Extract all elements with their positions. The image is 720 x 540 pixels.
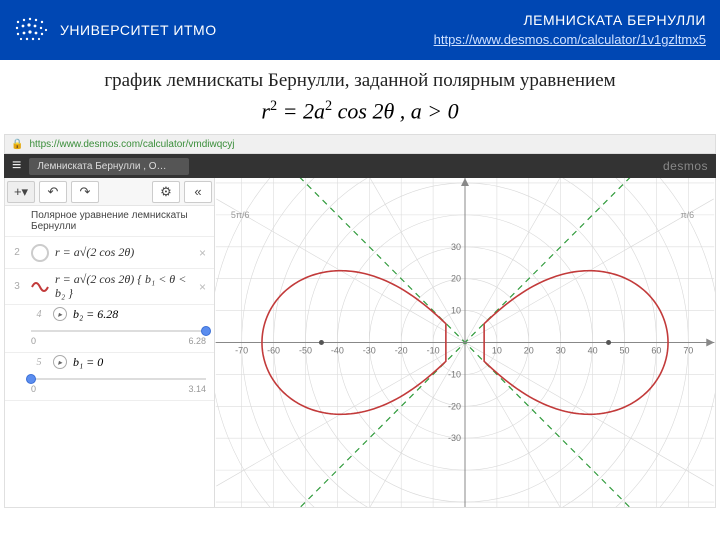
svg-text:30: 30 xyxy=(556,346,566,356)
svg-text:50: 50 xyxy=(620,346,630,356)
svg-text:10: 10 xyxy=(451,306,461,316)
slider-track[interactable] xyxy=(31,372,206,386)
close-icon[interactable]: × xyxy=(197,244,208,262)
svg-text:10: 10 xyxy=(492,346,502,356)
svg-text:-30: -30 xyxy=(448,434,461,444)
slider-label: b₁ = 0 xyxy=(73,355,103,370)
svg-text:20: 20 xyxy=(524,346,534,356)
svg-text:70: 70 xyxy=(683,346,693,356)
svg-text:-10: -10 xyxy=(427,346,440,356)
banner-right: ЛЕМНИСКАТА БЕРНУЛЛИ https://www.desmos.c… xyxy=(434,11,706,48)
collapse-panel-button[interactable]: « xyxy=(184,181,212,203)
slide-banner: УНИВЕРСИТЕТ ИТМО ЛЕМНИСКАТА БЕРНУЛЛИ htt… xyxy=(0,0,720,60)
workspace: +▾ ↶ ↷ ⚙ « Полярное уравнение лемнискаты… xyxy=(4,178,716,508)
settings-button[interactable]: ⚙ xyxy=(152,181,180,203)
curve-color-icon[interactable] xyxy=(31,278,49,296)
figure-caption: график лемнискаты Бернулли, заданной пол… xyxy=(0,70,720,92)
browser-url-bar[interactable]: 🔒 https://www.desmos.com/calculator/vmdi… xyxy=(4,134,716,154)
play-icon[interactable]: ▸ xyxy=(53,355,67,369)
svg-text:-70: -70 xyxy=(235,346,248,356)
desmos-tabbar: ≡ Лемниската Бернулли , О… desmos xyxy=(4,154,716,178)
svg-text:-60: -60 xyxy=(267,346,280,356)
url-text: https://www.desmos.com/calculator/vmdiwq… xyxy=(29,139,234,150)
svg-text:20: 20 xyxy=(451,274,461,284)
slider-label: b₂ = 6.28 xyxy=(73,307,118,322)
redo-button[interactable]: ↷ xyxy=(71,181,99,203)
expr-index: 3 xyxy=(9,281,25,292)
svg-text:30: 30 xyxy=(451,242,461,252)
expr-index: 4 xyxy=(31,309,47,320)
itmo-logo-icon xyxy=(14,16,50,44)
undo-button[interactable]: ↶ xyxy=(39,181,67,203)
svg-text:-20: -20 xyxy=(448,402,461,412)
expr-text[interactable]: r = a√(2 cos 2θ) { b₁ < θ < b₂ } xyxy=(55,273,191,299)
slider-track[interactable] xyxy=(31,324,206,338)
lock-icon: 🔒 xyxy=(11,139,23,150)
expr-text[interactable]: r = a√(2 cos 2θ) xyxy=(55,246,191,259)
slider-row[interactable]: 4▸b₂ = 6.2806.28 xyxy=(5,305,214,353)
expression-note[interactable]: Полярное уравнение лемнискаты Бернулли xyxy=(5,206,214,237)
svg-text:-50: -50 xyxy=(299,346,312,356)
graph-canvas[interactable]: -70 -60 -50 -40 -30 -20 -10 10 20 30 40 50 60 70 -30 -2… xyxy=(215,178,715,507)
expression-row[interactable]: 3 r = a√(2 cos 2θ) { b₁ < θ < b₂ } × xyxy=(5,269,214,304)
desmos-brand: desmos xyxy=(663,159,708,173)
svg-text:40: 40 xyxy=(588,346,598,356)
hamburger-icon[interactable]: ≡ xyxy=(12,157,21,175)
graph-title-tab[interactable]: Лемниската Бернулли , О… xyxy=(29,158,188,175)
slider-row[interactable]: 5▸b₁ = 003.14 xyxy=(5,353,214,401)
expression-row[interactable]: 2 r = a√(2 cos 2θ) × xyxy=(5,237,214,269)
brand-text: УНИВЕРСИТЕТ ИТМО xyxy=(60,22,217,38)
svg-text:-40: -40 xyxy=(331,346,344,356)
slide-topic: ЛЕМНИСКАТА БЕРНУЛЛИ xyxy=(434,11,706,29)
banner-left: УНИВЕРСИТЕТ ИТМО xyxy=(14,16,217,44)
curve-hidden-icon[interactable] xyxy=(31,244,49,262)
svg-text:-30: -30 xyxy=(363,346,376,356)
svg-text:π/6: π/6 xyxy=(681,210,695,220)
svg-text:-20: -20 xyxy=(395,346,408,356)
close-icon[interactable]: × xyxy=(197,278,208,296)
expr-toolbar: +▾ ↶ ↷ ⚙ « xyxy=(5,178,214,206)
svg-text:-10: -10 xyxy=(448,370,461,380)
desmos-link[interactable]: https://www.desmos.com/calculator/1v1gzl… xyxy=(434,32,706,47)
add-expression-button[interactable]: +▾ xyxy=(7,181,35,203)
play-icon[interactable]: ▸ xyxy=(53,307,67,321)
expr-index: 5 xyxy=(31,357,47,368)
expression-list: +▾ ↶ ↷ ⚙ « Полярное уравнение лемнискаты… xyxy=(5,178,215,507)
expr-index: 2 xyxy=(9,247,25,258)
formula: r2 = 2a2 cos 2θ , a > 0 xyxy=(0,98,720,124)
svg-text:60: 60 xyxy=(651,346,661,356)
svg-text:5π/6: 5π/6 xyxy=(231,210,250,220)
